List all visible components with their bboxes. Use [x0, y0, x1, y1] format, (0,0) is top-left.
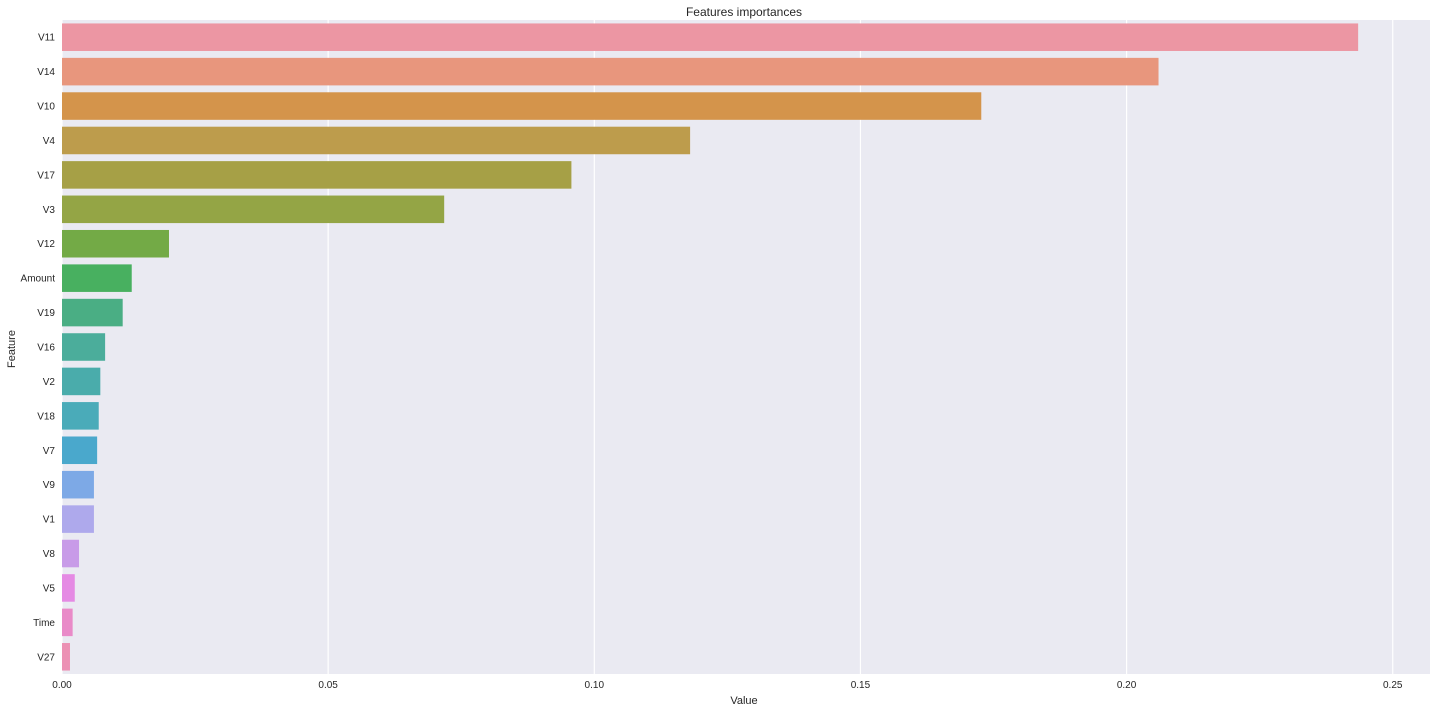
y-tick-label: V8 [43, 549, 56, 560]
y-tick-label: V1 [43, 515, 56, 526]
y-tick-label: Amount [21, 274, 56, 285]
bar-time [62, 608, 73, 637]
x-tick-label: 0.25 [1383, 680, 1403, 691]
y-tick-label: V16 [37, 343, 55, 354]
y-tick-label: V18 [37, 411, 55, 422]
bar-v9 [62, 470, 94, 499]
y-tick-label: V11 [38, 33, 55, 44]
y-axis-title: Feature [6, 330, 18, 368]
bar-v17 [62, 161, 572, 189]
bar-v11 [62, 23, 1359, 51]
bar-v10 [62, 92, 982, 120]
y-tick-label: V12 [37, 239, 55, 250]
x-tick-label: 0.10 [585, 680, 605, 691]
bar-v5 [62, 574, 75, 602]
bar-amount [62, 264, 132, 292]
bar-v8 [62, 539, 80, 568]
y-tick-label: V5 [43, 583, 56, 594]
bar-v4 [62, 126, 691, 155]
y-tick-label: V27 [37, 652, 55, 663]
bar-v19 [62, 298, 123, 327]
x-tick-label: 0.20 [1117, 680, 1137, 691]
bar-v7 [62, 436, 98, 465]
bar-v16 [62, 333, 106, 361]
bar-v1 [62, 505, 94, 533]
y-tick-label: V10 [37, 102, 55, 113]
bar-v27 [62, 643, 70, 671]
x-tick-label: 0.00 [52, 680, 72, 691]
bar-v12 [62, 229, 169, 258]
bar-v18 [62, 402, 99, 430]
y-tick-label: V9 [43, 480, 56, 491]
y-tick-label: V7 [43, 446, 56, 457]
bars [62, 23, 1359, 671]
y-tick-label: V3 [43, 205, 56, 216]
y-tick-label: V4 [43, 136, 56, 147]
bar-v14 [62, 57, 1159, 86]
chart-title: Features importances [686, 5, 802, 19]
x-axis-title: Value [730, 695, 757, 707]
y-tick-label: V17 [37, 170, 55, 181]
x-tick-label: 0.05 [318, 680, 338, 691]
y-tick-label: Time [33, 618, 55, 629]
y-tick-label: V19 [37, 308, 55, 319]
bar-v3 [62, 195, 445, 224]
y-tick-label: V14 [37, 67, 55, 78]
bar-v2 [62, 367, 101, 396]
y-tick-label: V2 [43, 377, 56, 388]
x-tick-label: 0.15 [851, 680, 871, 691]
